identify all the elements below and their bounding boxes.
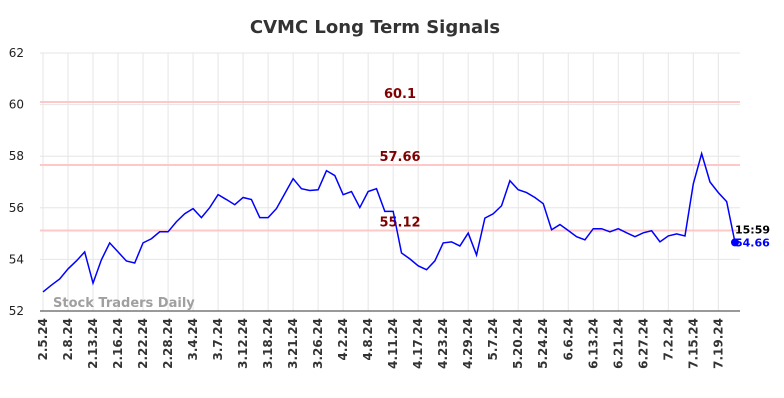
x-tick-label: 6.13.24 xyxy=(586,318,600,369)
watermark: Stock Traders Daily xyxy=(53,296,195,311)
reference-label: 55.12 xyxy=(379,216,420,231)
x-tick-label: 4.17.24 xyxy=(411,318,425,369)
reference-label: 57.66 xyxy=(379,150,420,165)
x-tick-label: 2.13.24 xyxy=(86,318,100,369)
last-value-label: 54.66 xyxy=(735,236,770,249)
x-tick-label: 5.24.24 xyxy=(536,318,550,369)
x-tick-label: 7.2.24 xyxy=(661,318,675,361)
x-tick-label: 4.29.24 xyxy=(461,318,475,369)
y-tick-label: 58 xyxy=(9,149,24,163)
x-tick-label: 3.18.24 xyxy=(261,318,275,369)
x-tick-label: 2.22.24 xyxy=(136,318,150,369)
x-tick-label: 3.26.24 xyxy=(311,318,325,369)
x-tick-label: 6.21.24 xyxy=(611,318,625,369)
x-tick-label: 7.15.24 xyxy=(686,318,700,369)
reference-label: 60.1 xyxy=(384,87,416,102)
x-tick-label: 3.7.24 xyxy=(211,318,225,361)
x-tick-label: 4.23.24 xyxy=(436,318,450,369)
x-tick-label: 7.19.24 xyxy=(711,318,725,369)
x-tick-label: 6.27.24 xyxy=(636,318,650,369)
x-tick-label: 2.5.24 xyxy=(36,318,50,361)
y-tick-label: 60 xyxy=(9,98,24,112)
x-tick-label: 3.21.24 xyxy=(286,318,300,369)
x-tick-label: 2.8.24 xyxy=(61,318,75,361)
y-tick-label: 52 xyxy=(9,304,24,318)
y-tick-label: 56 xyxy=(9,201,24,215)
chart-title: CVMC Long Term Signals xyxy=(250,17,500,38)
x-tick-label: 2.16.24 xyxy=(111,318,125,369)
x-tick-label: 4.2.24 xyxy=(336,318,350,361)
x-tick-label: 6.6.24 xyxy=(561,318,575,361)
x-tick-label: 2.28.24 xyxy=(161,318,175,369)
x-tick-label: 3.4.24 xyxy=(186,318,200,361)
x-tick-label: 4.11.24 xyxy=(386,318,400,369)
y-tick-label: 62 xyxy=(9,46,24,60)
price-line xyxy=(42,150,736,293)
y-tick-label: 54 xyxy=(9,252,24,266)
last-time-label: 15:59 xyxy=(735,223,770,236)
x-tick-label: 4.8.24 xyxy=(361,318,375,361)
x-tick-label: 5.20.24 xyxy=(511,318,525,369)
x-tick-label: 3.12.24 xyxy=(236,318,250,369)
x-tick-label: 5.7.24 xyxy=(486,318,500,361)
last-point xyxy=(731,238,739,247)
